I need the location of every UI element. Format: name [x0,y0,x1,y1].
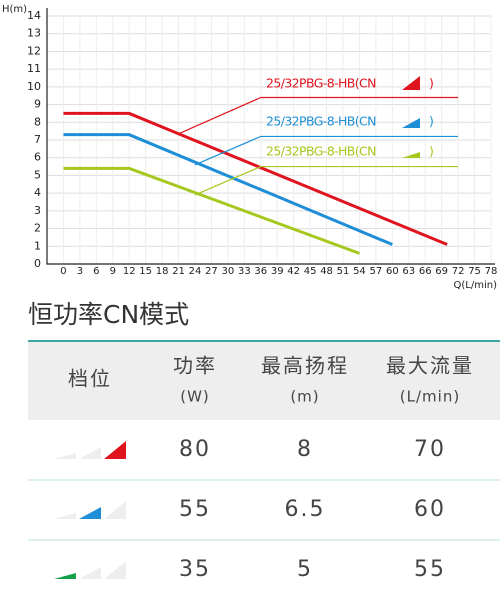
header-cell: (W) [180,388,210,406]
gear-icon [104,441,126,459]
table-cell: 35 [179,557,211,582]
header-cell: (m) [290,388,319,406]
table-cell: 5 [297,557,313,582]
y-axis-label: H(m) [2,4,27,15]
table-cell: 55 [179,497,211,522]
legend-label: 25/32PBG-8-HB(CN [266,144,376,159]
callout-line [178,96,459,135]
callout-line [194,135,459,166]
header-cell: 最大流量 [386,354,474,378]
table-cell: 8 [297,437,313,462]
x-tick-label: 54 [353,266,366,277]
x-tick-label: 27 [205,266,218,277]
x-axis-label: Q(L/min) [454,280,498,291]
table-cell: 6.5 [285,497,326,522]
x-tick-label: 51 [337,266,350,277]
legend-icon [402,118,420,128]
y-tick-label: 6 [34,151,41,164]
x-tick-label: 6 [93,266,99,277]
header-cell: (L/min) [400,388,460,406]
y-tick-label: 10 [27,80,41,93]
legend-close: ) [429,144,434,159]
x-tick-label: 39 [271,266,284,277]
series-line [63,133,393,246]
y-tick-label: 12 [27,44,41,57]
gear-icon [54,573,76,579]
header-cell: 最高扬程 [261,354,349,378]
y-tick-label: 8 [34,115,41,128]
legend-close: ) [429,114,434,129]
table-title: 恒功率CN模式 [28,300,189,329]
gear-icon [54,453,76,459]
x-tick-label: 45 [304,266,317,277]
x-tick-label: 24 [189,266,202,277]
x-tick-label: 15 [139,266,152,277]
y-tick-label: 0 [34,257,41,270]
table-cell: 55 [414,557,446,582]
x-tick-label: 21 [172,266,185,277]
x-tick-label: 75 [468,266,481,277]
x-tick-label: 48 [320,266,333,277]
legend-label: 25/32PBG-8-HB(CN [266,114,376,129]
gear-icon [79,507,101,519]
header-cell: 功率 [173,354,217,378]
gear-icon [104,561,126,579]
x-tick-label: 30 [222,266,235,277]
y-tick-label: 1 [34,239,41,252]
y-tick-label: 14 [27,9,41,22]
series-line [63,111,448,246]
gear-icon [54,513,76,519]
y-tick-label: 5 [34,168,41,181]
x-tick-label: 69 [435,266,448,277]
gear-icon [79,447,101,459]
x-tick-label: 66 [419,266,432,277]
y-tick-label: 9 [34,98,41,111]
y-tick-label: 3 [34,204,41,217]
x-tick-label: 33 [238,266,251,277]
series-line [63,166,360,255]
header-cell: 档位 [68,367,112,391]
x-tick-label: 36 [254,266,267,277]
x-tick-label: 72 [452,266,465,277]
legend-label: 25/32PBG-8-HB(CN [266,76,376,91]
y-tick-label: 4 [34,186,41,199]
header-bg [28,341,500,420]
y-tick-label: 7 [34,133,41,146]
y-tick-label: 11 [27,62,41,75]
x-tick-label: 0 [60,266,66,277]
legend-icon [402,152,420,158]
x-tick-label: 57 [370,266,383,277]
gear-icon [104,501,126,519]
x-tick-label: 18 [156,266,169,277]
callout-line [194,165,459,196]
x-tick-label: 63 [402,266,415,277]
legend-icon [402,76,420,90]
x-tick-label: 60 [386,266,399,277]
x-tick-label: 78 [485,266,498,277]
gear-icon [79,567,101,579]
x-tick-label: 3 [77,266,83,277]
x-tick-label: 12 [123,266,136,277]
y-tick-label: 13 [27,27,41,40]
x-tick-label: 9 [110,266,116,277]
axes [46,8,495,265]
table-cell: 70 [414,437,446,462]
table-cell: 60 [414,497,446,522]
y-tick-label: 2 [34,222,41,235]
x-tick-label: 42 [287,266,300,277]
legend-close: ) [429,76,434,91]
table-cell: 80 [179,437,211,462]
